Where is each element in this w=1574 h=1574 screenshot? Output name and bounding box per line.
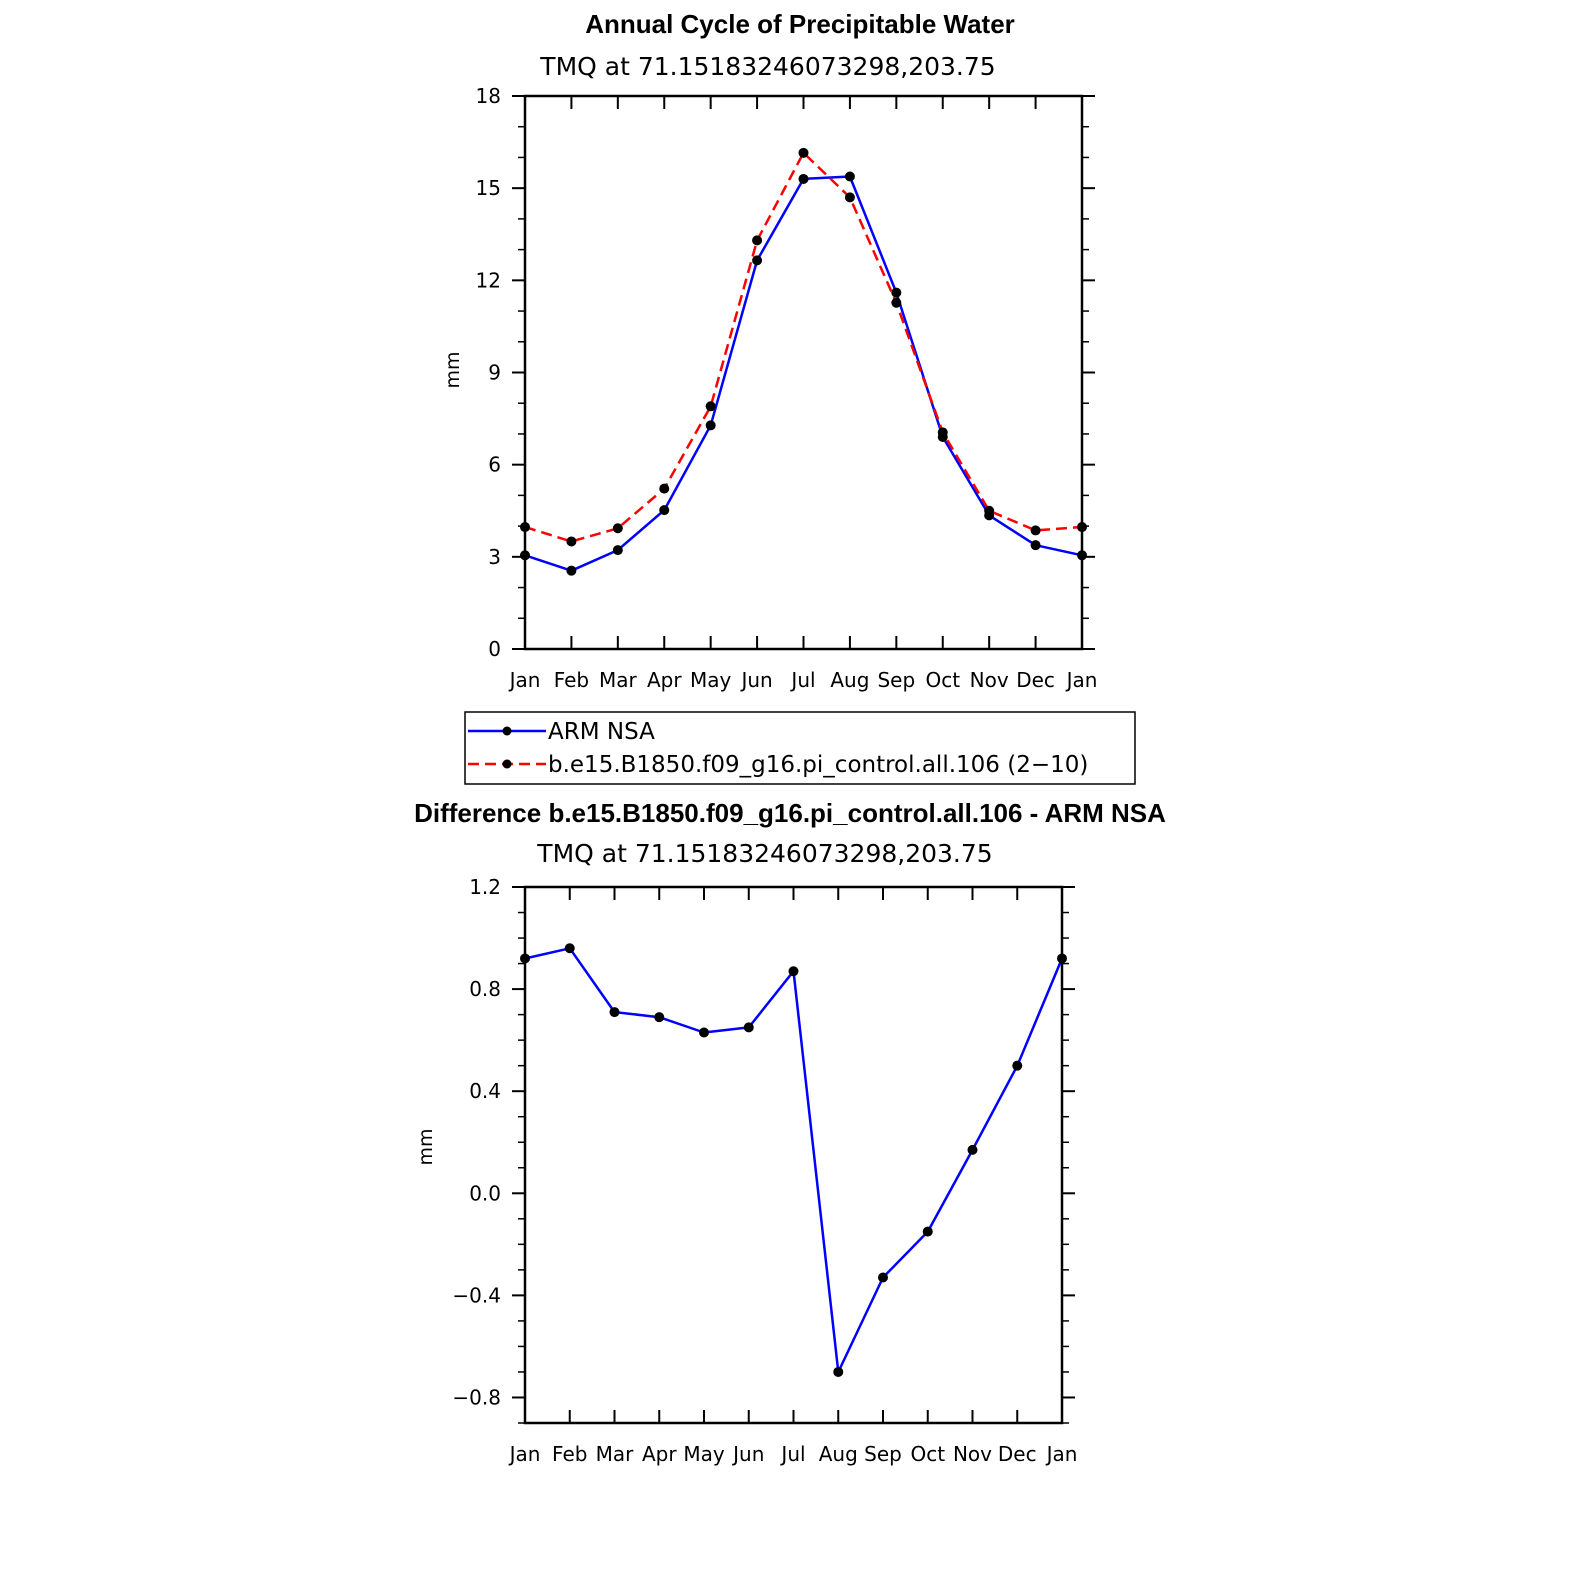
data-point	[752, 255, 763, 266]
data-point	[967, 1144, 978, 1155]
chart-subtitle: TMQ at 71.15183246073298,203.75	[539, 52, 995, 81]
data-point	[922, 1226, 933, 1237]
data-point	[654, 1012, 665, 1023]
chart-title: Difference b.e15.B1850.f09_g16.pi_contro…	[414, 798, 1166, 828]
panel-annual-cycle: Annual Cycle of Precipitable Water TMQ a…	[442, 9, 1097, 692]
y-axis-label: mm	[415, 1128, 437, 1165]
y-tick-label: 6	[488, 453, 501, 477]
x-tick-label: Oct	[910, 1442, 945, 1466]
data-point	[937, 427, 948, 438]
data-point	[833, 1366, 844, 1377]
legend-marker-model	[502, 759, 512, 769]
chart-title: Annual Cycle of Precipitable Water	[585, 9, 1015, 39]
data-point	[564, 943, 575, 954]
data-point	[891, 297, 902, 308]
data-point	[1077, 522, 1087, 533]
y-tick-label: 0.8	[469, 977, 501, 1001]
x-tick-label: Sep	[864, 1442, 902, 1466]
data-point	[699, 1027, 709, 1038]
y-tick-label: 1.2	[469, 875, 501, 899]
data-point	[798, 147, 809, 158]
x-tick-label: Jul	[779, 1442, 805, 1466]
series-line-0	[524, 947, 1064, 1374]
data-point	[798, 173, 809, 184]
x-tick-label: Aug	[819, 1442, 858, 1466]
data-point	[659, 483, 670, 494]
y-tick-label: 18	[476, 84, 501, 108]
panel-difference: Difference b.e15.B1850.f09_g16.pi_contro…	[414, 798, 1166, 1466]
data-point	[984, 505, 995, 516]
legend: ARM NSA b.e15.B1850.f09_g16.pi_control.a…	[464, 711, 1136, 785]
x-tick-label: May	[690, 668, 732, 692]
data-point	[566, 536, 577, 547]
data-point	[609, 1007, 620, 1018]
data-point	[566, 565, 577, 576]
data-point	[1030, 540, 1041, 551]
data-point	[788, 966, 799, 977]
data-point	[878, 1272, 888, 1283]
x-tick-label: Feb	[554, 668, 589, 692]
x-tick-label: Jun	[731, 1442, 764, 1466]
data-point	[520, 953, 530, 964]
data-point	[743, 1022, 754, 1033]
x-tick-label: Apr	[647, 668, 682, 692]
data-point	[612, 523, 623, 534]
x-tick-label: Jun	[739, 668, 772, 692]
y-tick-label: −0.4	[452, 1283, 501, 1307]
x-tick-label: May	[683, 1442, 725, 1466]
x-tick-label: Sep	[877, 668, 915, 692]
data-point	[844, 171, 855, 182]
y-axis-label: mm	[442, 351, 464, 388]
x-tick-label: Jan	[1065, 668, 1098, 692]
data-point	[891, 287, 902, 298]
data-point	[1012, 1060, 1023, 1071]
legend-marker-arm-nsa	[502, 726, 512, 736]
y-tick-label: 0.0	[469, 1181, 501, 1205]
x-tick-label: Feb	[552, 1442, 587, 1466]
x-tick-label: Jan	[508, 668, 541, 692]
y-tick-label: 12	[476, 268, 501, 292]
data-point	[1077, 550, 1087, 561]
plot-area: Jan Feb Mar Apr May Jun Jul Aug Sep Oct Nov Dec Jan −…	[452, 875, 1077, 1466]
data-point	[705, 420, 716, 431]
y-tick-label: 0	[488, 637, 501, 661]
data-point	[705, 401, 716, 412]
series-line-1	[524, 151, 1083, 543]
y-tick-label: 15	[476, 176, 501, 200]
legend-label-model: b.e15.B1850.f09_g16.pi_control.all.106 (…	[548, 752, 1088, 778]
y-tick-label: −0.8	[452, 1385, 501, 1409]
x-tick-label: Mar	[596, 1442, 635, 1466]
x-tick-label: Jan	[508, 1442, 541, 1466]
data-point	[612, 545, 623, 556]
plot-area: Jan Feb Mar Apr May Jun Jul Aug Sep Oct Nov Dec Jan 0…	[476, 84, 1098, 692]
x-tick-label: Dec	[998, 1442, 1037, 1466]
x-tick-label: Nov	[953, 1442, 992, 1466]
x-tick-label: Aug	[830, 668, 869, 692]
x-tick-label: Apr	[642, 1442, 677, 1466]
y-tick-label: 3	[488, 545, 501, 569]
legend-box	[464, 711, 1136, 785]
x-tick-label: Nov	[970, 668, 1009, 692]
chart-subtitle: TMQ at 71.15183246073298,203.75	[536, 839, 992, 868]
x-tick-label: Mar	[599, 668, 638, 692]
data-point	[520, 522, 530, 533]
legend-label-arm-nsa: ARM NSA	[548, 719, 655, 745]
data-point	[844, 192, 855, 203]
x-tick-label: Jan	[1045, 1442, 1078, 1466]
y-tick-label: 9	[488, 361, 501, 385]
x-tick-label: Jul	[789, 668, 815, 692]
data-point	[1057, 953, 1067, 964]
x-tick-label: Oct	[925, 668, 960, 692]
data-point	[659, 505, 670, 516]
x-tick-label: Dec	[1016, 668, 1055, 692]
y-tick-label: 0.4	[469, 1079, 501, 1103]
data-point	[752, 235, 763, 246]
data-point	[520, 550, 530, 561]
series-line-0	[524, 175, 1083, 572]
data-point	[1030, 525, 1041, 536]
